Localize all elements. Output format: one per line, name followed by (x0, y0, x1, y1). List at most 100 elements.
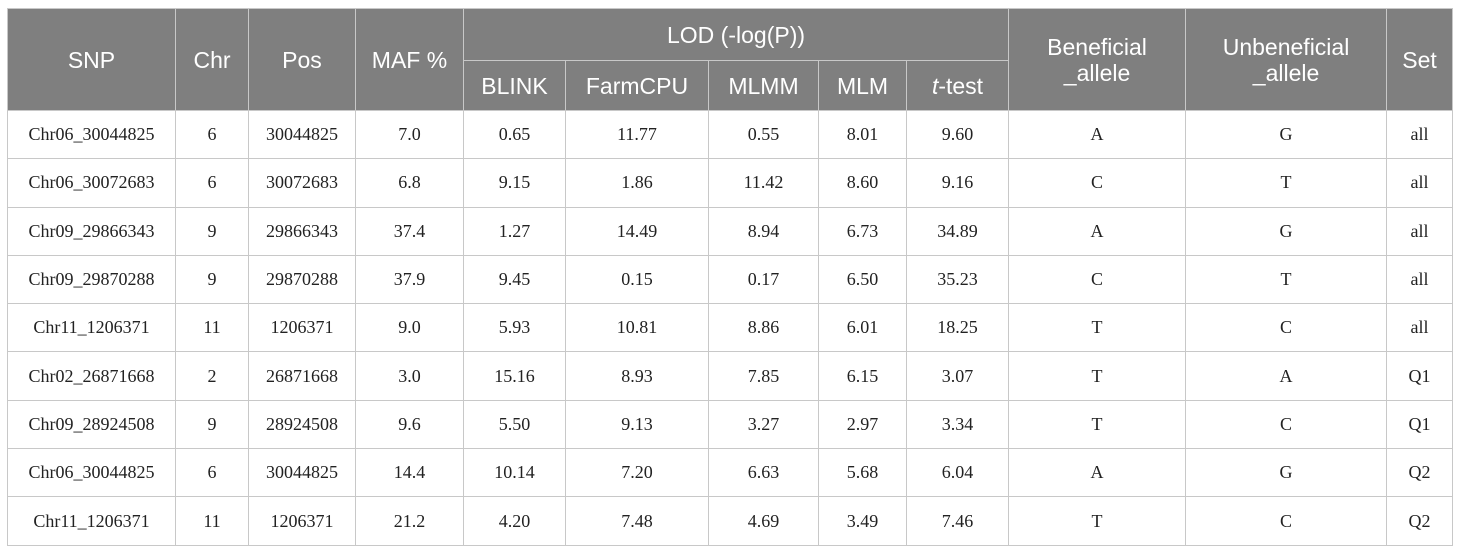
table-cell: 18.25 (905, 303, 1010, 353)
table-cell: 1206371 (248, 496, 356, 546)
table-cell: 6.50 (818, 254, 907, 305)
table-cell: Chr06_30044825 (7, 448, 176, 498)
table-cell: G (1185, 206, 1388, 256)
table-cell: 8.01 (818, 109, 907, 160)
table-cell: 11.42 (708, 158, 819, 208)
table-cell: Q1 (1386, 399, 1454, 450)
table-cell: 26871668 (248, 351, 356, 401)
table-body: Chr06_30044825 6 30044825 7.0 0.65 11.77 0.55 8… (7, 109, 1454, 546)
table-cell: 7.85 (708, 351, 819, 401)
table-cell: 29870288 (248, 254, 356, 305)
column-group-header: LOD (-log(P)) (462, 8, 1010, 61)
table-row: Chr11_1206371 11 1206371 21.2 4.20 7.48 4.69 3.… (7, 496, 1454, 546)
table-cell: 37.9 (355, 254, 464, 305)
table-cell: 3.0 (355, 351, 464, 401)
table-cell: 6.01 (818, 303, 907, 353)
table-cell: 0.17 (708, 254, 819, 305)
table-cell: 9.15 (463, 158, 566, 208)
table-row: Chr09_28924508 9 28924508 9.6 5.50 9.13 3.27 2.… (7, 399, 1454, 450)
table-cell: 10.81 (565, 303, 709, 353)
table-cell: Q2 (1386, 496, 1454, 546)
table-cell: 7.48 (565, 496, 709, 546)
table-header: SNP Chr Pos MAF % LOD (-log(P)) Beneficial _a… (7, 8, 1454, 111)
table-cell: T (1008, 399, 1187, 450)
table-cell: C (1185, 496, 1388, 546)
table-cell: 4.20 (463, 496, 566, 546)
column-subheader: BLINK (463, 60, 566, 111)
table-cell: 11 (175, 303, 249, 353)
table-cell: 3.27 (708, 399, 819, 450)
table-cell: 21.2 (355, 496, 464, 546)
table-cell: A (1008, 109, 1187, 160)
table-cell: Chr06_30072683 (7, 158, 176, 208)
table-cell: 7.46 (905, 496, 1010, 546)
table-cell: 6 (175, 448, 249, 498)
table-cell: all (1386, 254, 1454, 305)
table-cell: 6.73 (818, 206, 907, 256)
table-cell: T (1008, 351, 1187, 401)
table-cell: 1.86 (565, 158, 709, 208)
table-cell: 6 (175, 158, 249, 208)
table-cell: 1206371 (248, 303, 356, 353)
table-row: Chr02_26871668 2 26871668 3.0 15.16 8.93 7.85 6… (7, 351, 1454, 401)
column-header: MAF % (355, 8, 464, 111)
column-header: Pos (248, 8, 356, 111)
table-cell: 5.93 (463, 303, 566, 353)
table-cell: 9.0 (355, 303, 464, 353)
table-cell: A (1008, 206, 1187, 256)
table-cell: 0.15 (565, 254, 709, 305)
table-cell: 11 (175, 496, 249, 546)
table-cell: 7.0 (355, 109, 464, 160)
table-cell: G (1185, 109, 1388, 160)
table-cell: 9 (175, 206, 249, 256)
table-cell: 4.69 (708, 496, 819, 546)
table-cell: 30044825 (248, 448, 356, 498)
table-cell: 9 (175, 254, 249, 305)
table-cell: Chr09_29866343 (7, 206, 176, 256)
table-cell: 14.4 (355, 448, 464, 498)
column-header: SNP (7, 8, 176, 111)
column-subheader: t-test (905, 60, 1010, 111)
column-subheader: FarmCPU (565, 60, 709, 111)
table-cell: 5.50 (463, 399, 566, 450)
table-cell: 8.93 (565, 351, 709, 401)
table-cell: Chr11_1206371 (7, 303, 176, 353)
table-cell: A (1185, 351, 1388, 401)
table-cell: Q1 (1386, 351, 1454, 401)
table-cell: 37.4 (355, 206, 464, 256)
table-cell: 34.89 (905, 206, 1010, 256)
table-cell: T (1008, 303, 1187, 353)
table-cell: 8.60 (818, 158, 907, 208)
table-cell: 7.20 (565, 448, 709, 498)
table-cell: 10.14 (463, 448, 566, 498)
table-container: SNP Chr Pos MAF % LOD (-log(P)) Beneficial _a… (7, 8, 1454, 546)
column-header: Set (1386, 8, 1454, 111)
table-cell: 28924508 (248, 399, 356, 450)
table-cell: 6.63 (708, 448, 819, 498)
table-cell: 15.16 (463, 351, 566, 401)
table-cell: G (1185, 448, 1388, 498)
table-cell: 8.86 (708, 303, 819, 353)
table-cell: C (1008, 254, 1187, 305)
table-row: Chr06_30044825 6 30044825 14.4 10.14 7.20 6.63… (7, 448, 1454, 498)
table-cell: T (1185, 158, 1388, 208)
table-cell: T (1008, 496, 1187, 546)
table-cell: 3.34 (905, 399, 1010, 450)
column-subheader: MLM (818, 60, 907, 111)
table-cell: all (1386, 206, 1454, 256)
subheader-row: BLINK FarmCPU MLMM MLM t-test (8, 60, 1453, 111)
table-cell: all (1386, 158, 1454, 208)
column-header: Beneficial _allele (1008, 8, 1187, 111)
column-header: Unbeneficial _allele (1185, 8, 1388, 111)
table-cell: 3.07 (905, 351, 1010, 401)
table-cell: 30072683 (248, 158, 356, 208)
table-cell: 9.16 (905, 158, 1010, 208)
table-cell: 9.60 (905, 109, 1010, 160)
table-cell: 6.04 (905, 448, 1010, 498)
column-subheader: MLMM (708, 60, 819, 111)
table-cell: Q2 (1386, 448, 1454, 498)
table-cell: 1.27 (463, 206, 566, 256)
table-cell: 29866343 (248, 206, 356, 256)
table-row: Chr06_30072683 6 30072683 6.8 9.15 1.86 11.42 8… (7, 158, 1454, 208)
table-cell: 9.13 (565, 399, 709, 450)
